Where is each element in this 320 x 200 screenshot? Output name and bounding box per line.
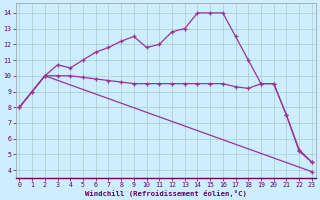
X-axis label: Windchill (Refroidissement éolien,°C): Windchill (Refroidissement éolien,°C) (85, 190, 247, 197)
